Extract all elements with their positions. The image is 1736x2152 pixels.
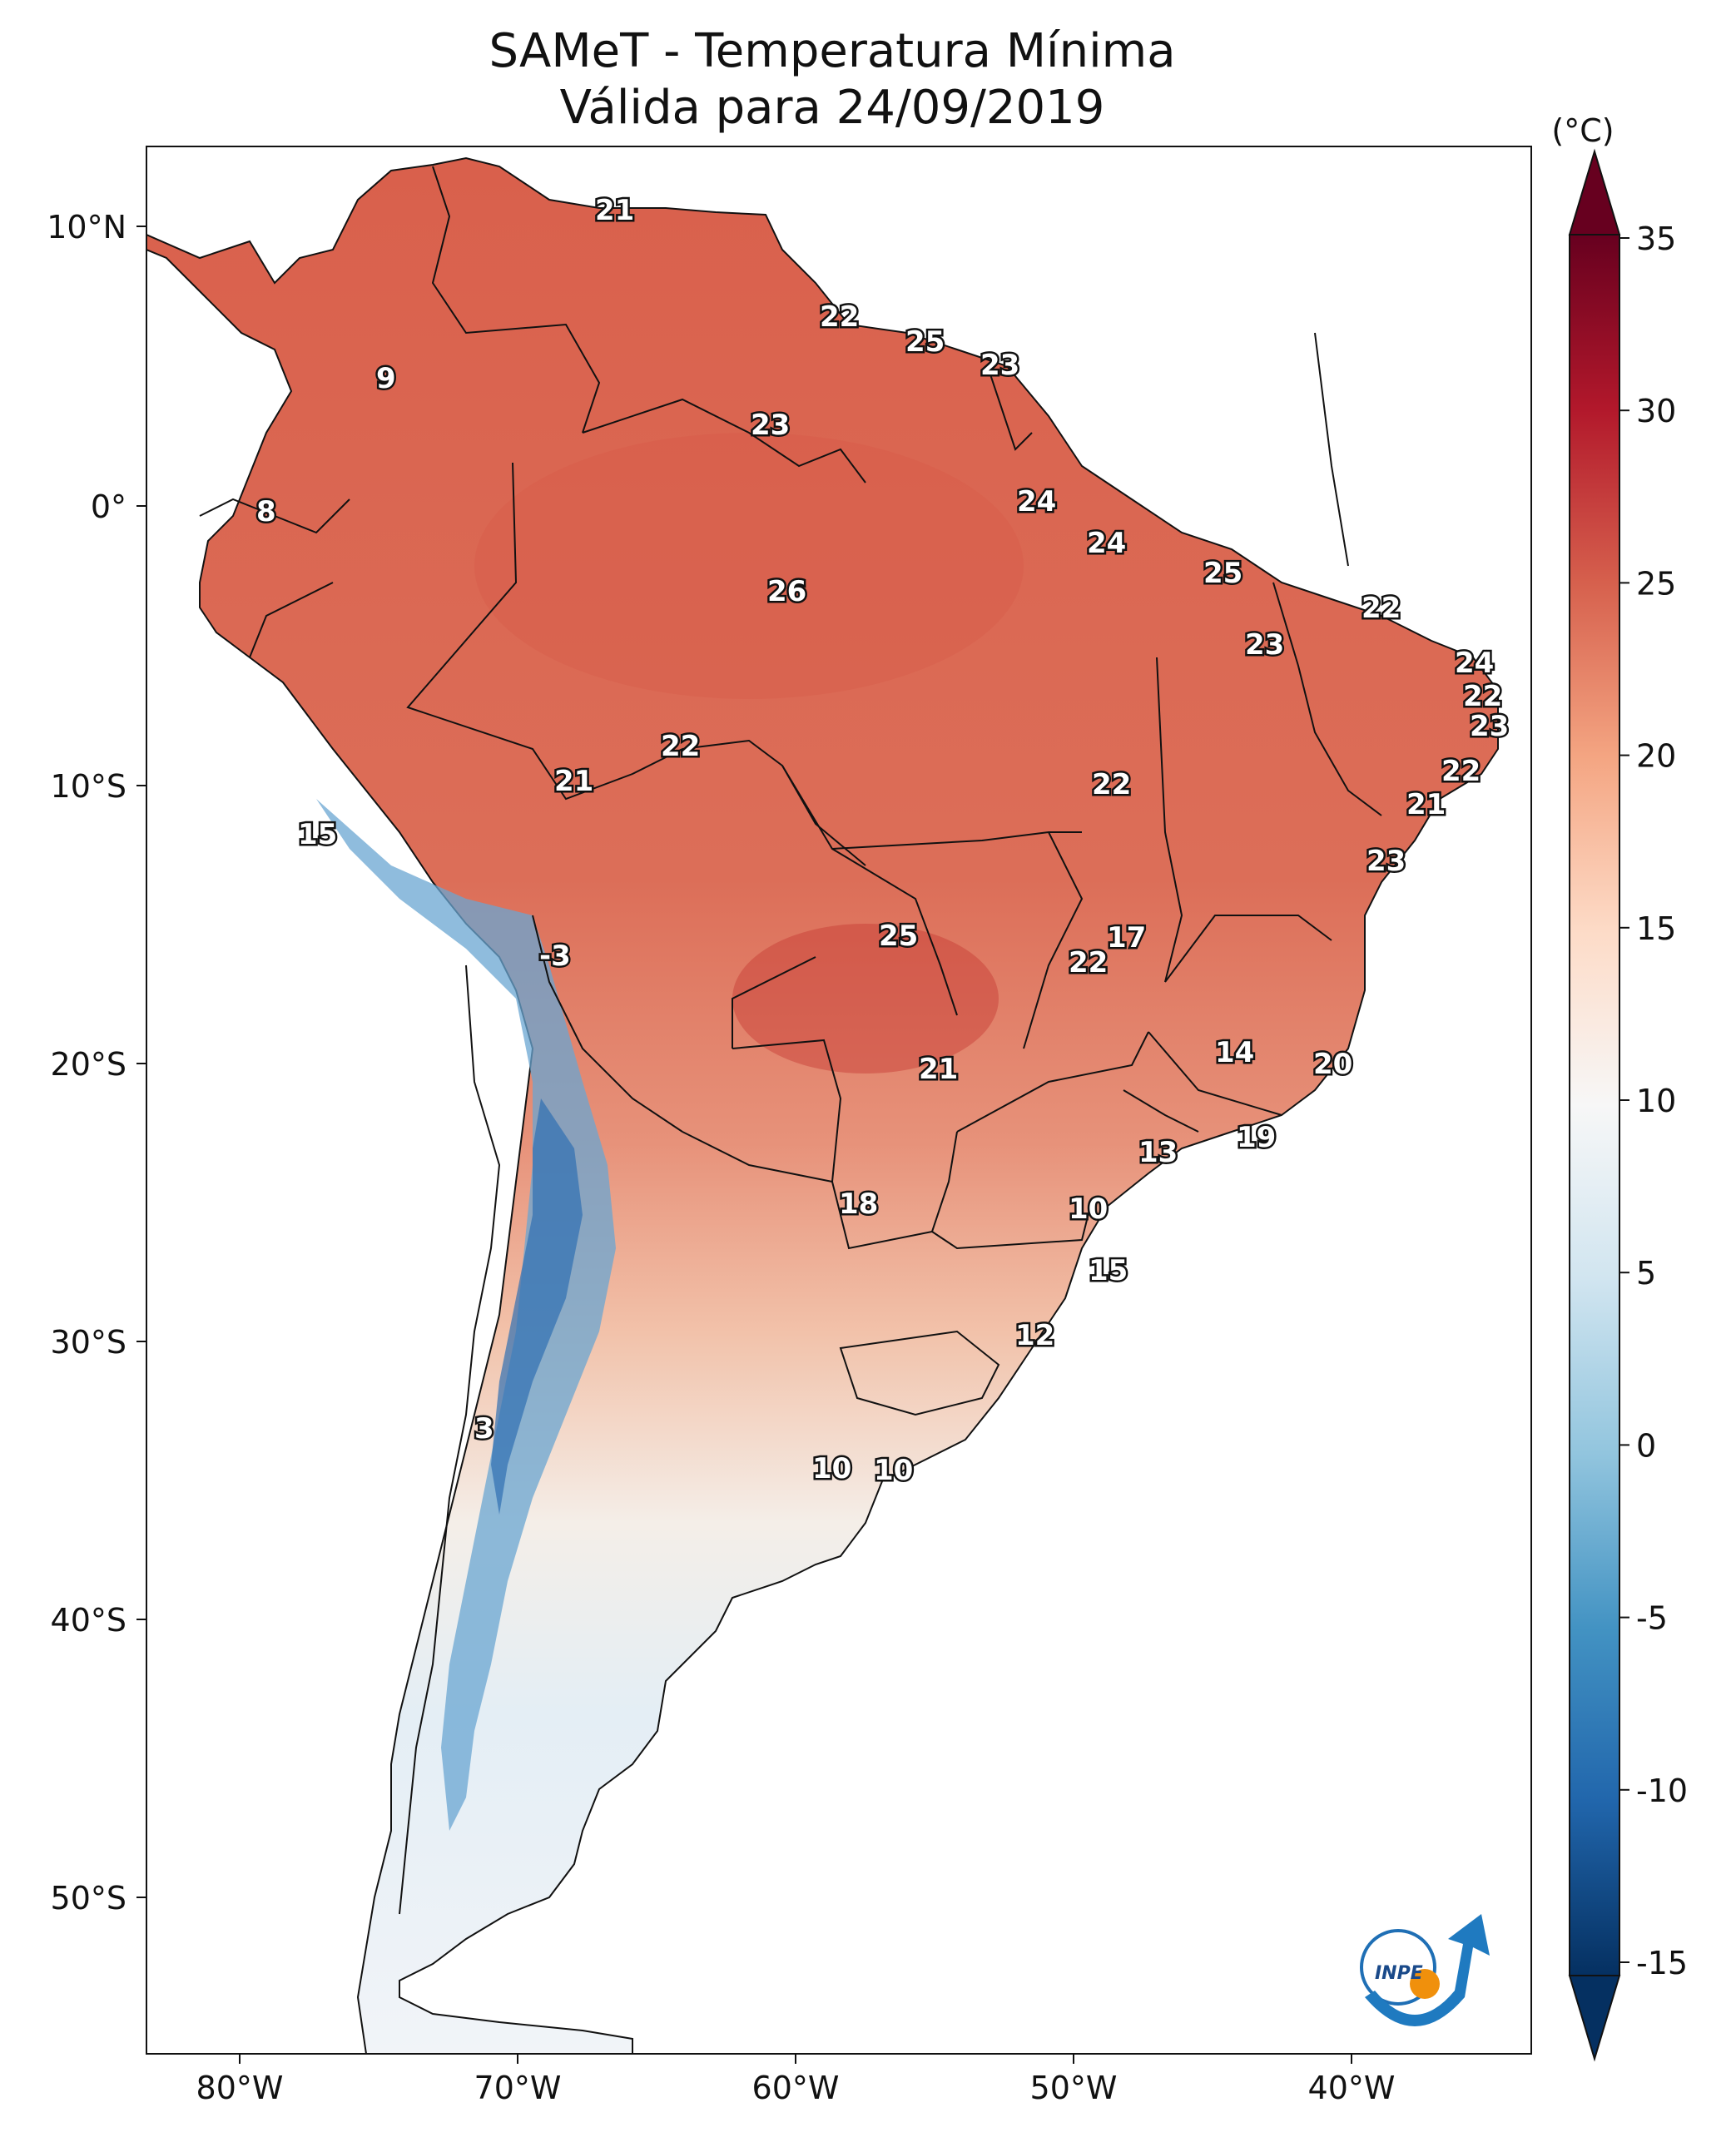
- colorbar: (°C) 35 30 25 20 15 10 5 0 -5 -10 -15: [1551, 112, 1688, 2062]
- contour-label: 13: [1138, 1136, 1178, 1169]
- contour-label: 15: [1089, 1254, 1128, 1287]
- contour-label: 23: [1470, 710, 1509, 743]
- inpe-logo-text: INPE: [1375, 1963, 1423, 1984]
- contour-label: 3: [474, 1412, 494, 1445]
- contour-label: 10: [874, 1454, 913, 1487]
- contour-label: 23: [980, 349, 1019, 382]
- contour-label: 23: [1245, 628, 1284, 662]
- contour-label: 14: [1215, 1036, 1254, 1069]
- contour-label: 8: [256, 495, 276, 528]
- contour-label: 10: [1069, 1193, 1108, 1226]
- contour-label: 19: [1237, 1121, 1276, 1154]
- contour-label: 22: [820, 300, 859, 334]
- contour-label: 24: [1455, 647, 1494, 680]
- colorbar-tick-label: -5: [1636, 1600, 1668, 1637]
- map-area: [146, 146, 1531, 2054]
- map-frame: [146, 146, 1532, 2055]
- contour-label: 10: [812, 1452, 851, 1485]
- lat-label: 10°N: [47, 209, 126, 245]
- colorbar-bottom-arrow: [1568, 1975, 1621, 2062]
- latitude-axis: 10°N 0° 10°S 20°S 30°S 40°S 50°S: [47, 209, 146, 1916]
- inpe-logo: INPE: [1360, 1914, 1490, 2026]
- andes-cold-band: [316, 799, 616, 1831]
- contour-label: 23: [751, 409, 790, 442]
- contour-label: 22: [1463, 680, 1502, 713]
- colorbar-tick-label: 25: [1636, 565, 1676, 602]
- colorbar-tick-label: 20: [1636, 738, 1676, 775]
- colorbar-unit: (°C): [1551, 112, 1614, 149]
- title-line1: SAMeT - Temperatura Mínima: [489, 24, 1175, 78]
- lat-label: 50°S: [51, 1880, 126, 1916]
- colorbar-gradient: [1569, 234, 1620, 1976]
- lat-label: 20°S: [51, 1046, 126, 1083]
- contour-label: 21: [554, 765, 593, 798]
- contour-label: 22: [1441, 755, 1481, 788]
- contour-label: 22: [1069, 946, 1108, 979]
- contour-label: 15: [298, 818, 337, 851]
- contour-label: 22: [1362, 592, 1401, 625]
- contour-label: 18: [839, 1188, 878, 1221]
- colorbar-tick-label: -15: [1636, 1945, 1688, 1981]
- contour-label: 24: [1017, 485, 1056, 518]
- warm-north-region: [474, 433, 1024, 699]
- longitude-axis: 80°W 70°W 60°W 50°W 40°W: [196, 2054, 1396, 2106]
- colorbar-tick-label: 5: [1636, 1255, 1656, 1292]
- contour-label: -3: [539, 940, 571, 973]
- contour-label: 12: [1015, 1319, 1054, 1352]
- colorbar-tick-label: 15: [1636, 910, 1676, 947]
- contour-label: 25: [879, 920, 918, 953]
- colorbar-top-arrow: [1568, 148, 1621, 236]
- colorbar-tick-label: 35: [1636, 221, 1676, 257]
- colorbar-ticks: 35 30 25 20 15 10 5 0 -5 -10 -15: [1619, 221, 1688, 1981]
- colorbar-tick-label: 10: [1636, 1083, 1676, 1119]
- contour-label: 22: [1092, 768, 1131, 801]
- lat-label: 0°: [91, 488, 126, 525]
- warm-core-region: [732, 924, 999, 1074]
- contour-label: 9: [376, 362, 396, 395]
- contour-label: 25: [1203, 557, 1242, 590]
- contour-label: 17: [1107, 921, 1146, 955]
- lat-label: 40°S: [51, 1602, 126, 1639]
- lat-label: 10°S: [51, 768, 126, 805]
- colorbar-tick-label: -10: [1636, 1773, 1688, 1809]
- title-line2: Válida para 24/09/2019: [560, 81, 1105, 135]
- lon-label: 50°W: [1030, 2070, 1118, 2106]
- colorbar-tick-label: 30: [1636, 393, 1676, 429]
- contour-label: 23: [1366, 845, 1406, 878]
- contour-label: 24: [1087, 527, 1126, 560]
- contour-label: 20: [1313, 1048, 1352, 1081]
- country-borders: [199, 166, 1382, 1915]
- lon-label: 60°W: [752, 2070, 840, 2106]
- contour-label: 21: [919, 1053, 958, 1086]
- contour-label: 22: [661, 730, 700, 763]
- contour-label: 25: [905, 325, 945, 359]
- contour-label: 21: [595, 194, 634, 227]
- colorbar-tick-label: 0: [1636, 1427, 1656, 1464]
- lon-label: 40°W: [1308, 2070, 1396, 2106]
- lon-label: 80°W: [196, 2070, 284, 2106]
- lat-label: 30°S: [51, 1324, 126, 1361]
- andes-coldest-core: [491, 1098, 583, 1515]
- contour-labels: 21 22 25 23 9 23 24 8 24 25 26 22 23 24 …: [255, 192, 1511, 1490]
- contour-label: 21: [1406, 788, 1446, 821]
- lon-label: 70°W: [474, 2070, 562, 2106]
- contour-label: 26: [767, 575, 806, 608]
